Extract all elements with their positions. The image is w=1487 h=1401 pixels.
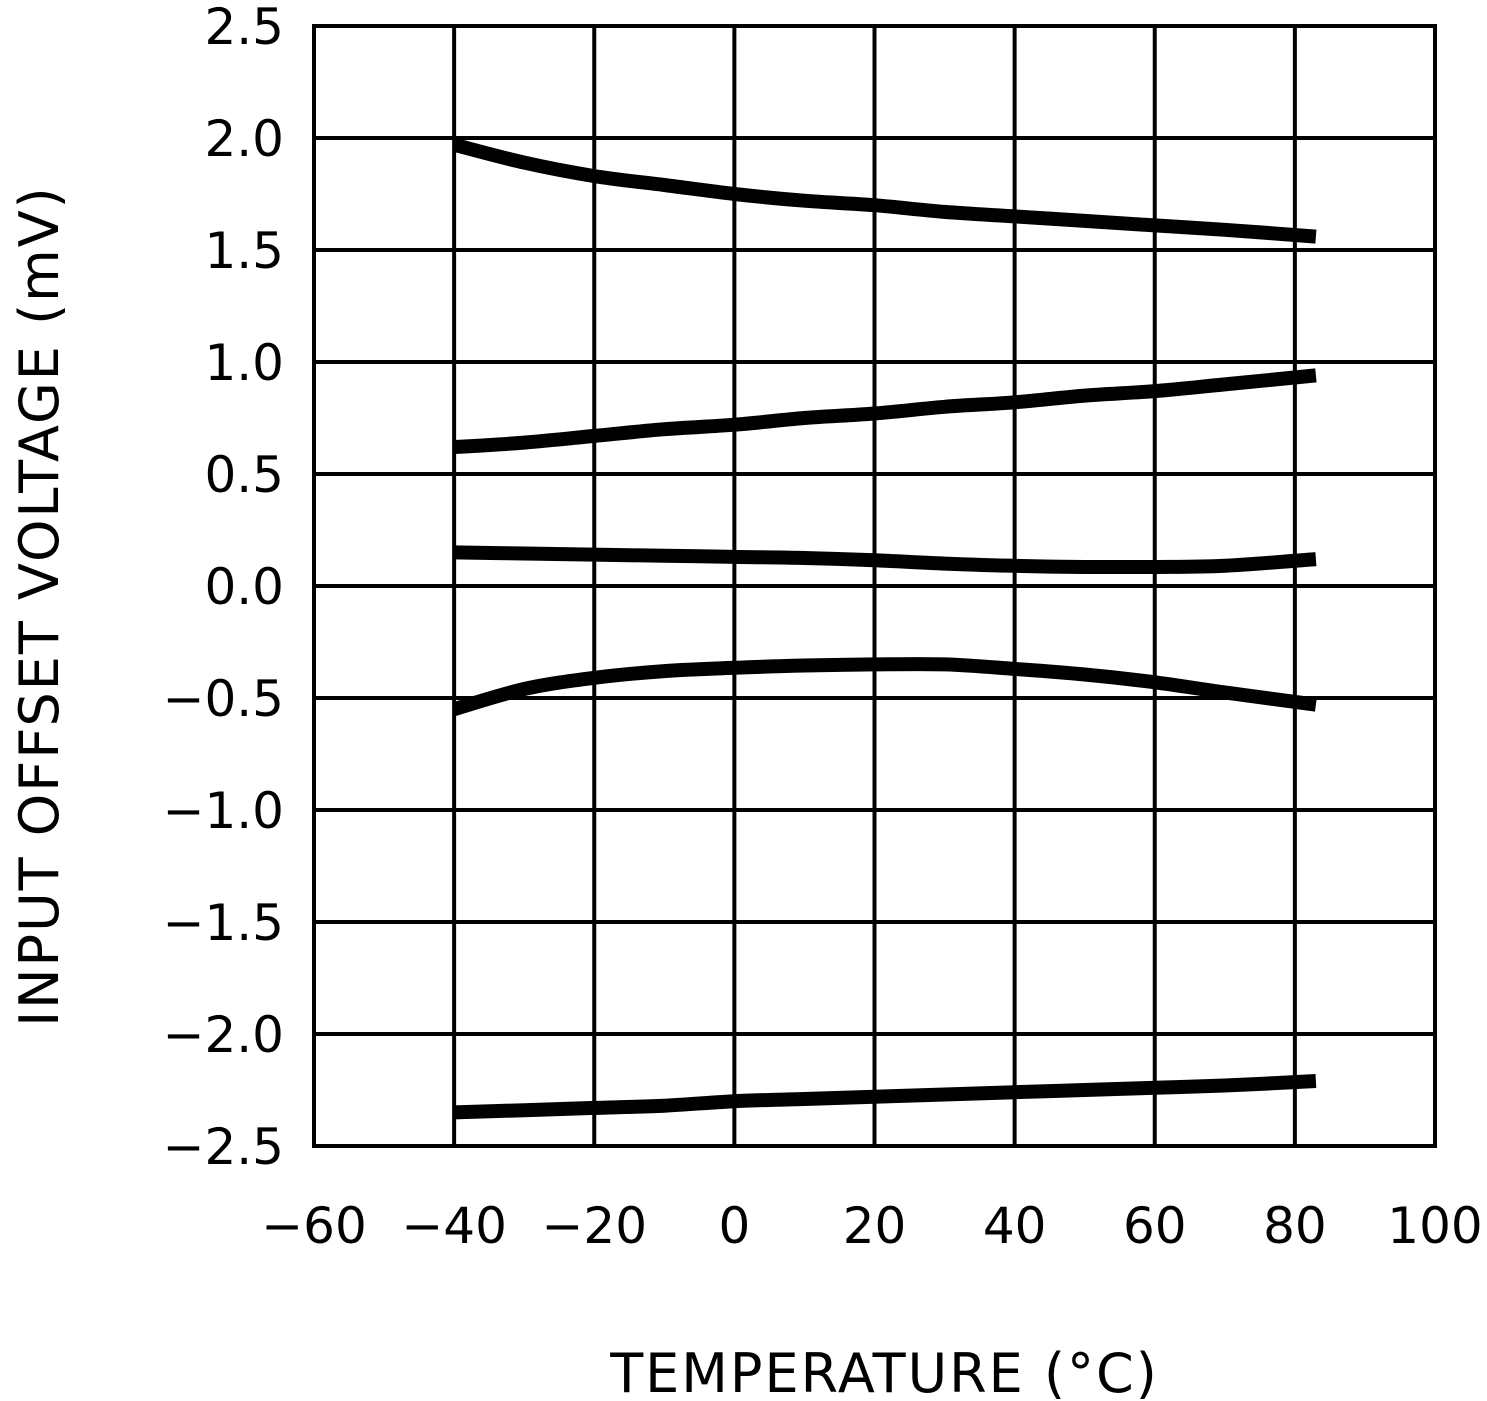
x-tick-label: 60 xyxy=(1123,1197,1187,1255)
series-line-2 xyxy=(453,368,1317,455)
y-tick-label: −2.0 xyxy=(163,1006,284,1064)
y-tick-label: −2.5 xyxy=(163,1118,284,1176)
series-lines xyxy=(452,137,1317,1120)
y-tick-label: 2.5 xyxy=(204,0,284,56)
y-tick-labels: 2.5 2.0 1.5 1.0 0.5 0.0 −0.5 −1.0 −1.5 −2.0 −2.5 xyxy=(163,0,284,1176)
x-axis-title: TEMPERATURE (°C) xyxy=(609,1342,1159,1401)
y-tick-label: 0.0 xyxy=(204,558,284,616)
y-tick-label: 0.5 xyxy=(204,446,284,504)
y-tick-label: −1.0 xyxy=(163,782,284,840)
x-tick-label: 0 xyxy=(718,1197,750,1255)
y-tick-label: −0.5 xyxy=(163,670,284,728)
series-line-5 xyxy=(453,1074,1317,1120)
y-tick-label: 2.0 xyxy=(204,110,284,168)
x-tick-labels: −60 −40 −20 0 20 40 60 80 100 xyxy=(261,1197,1482,1255)
y-tick-label: 1.5 xyxy=(204,222,284,280)
x-tick-label: −20 xyxy=(541,1197,647,1255)
x-tick-label: 100 xyxy=(1387,1197,1482,1255)
grid xyxy=(312,24,1437,1148)
plot-frame xyxy=(312,24,1437,1148)
x-tick-label: −60 xyxy=(261,1197,367,1255)
x-tick-label: 20 xyxy=(843,1197,907,1255)
y-tick-label: −1.5 xyxy=(163,894,284,952)
series-line-1 xyxy=(452,137,1317,244)
x-tick-label: −40 xyxy=(401,1197,507,1255)
x-tick-label: 40 xyxy=(983,1197,1047,1255)
y-tick-label: 1.0 xyxy=(204,334,284,392)
x-tick-label: 80 xyxy=(1263,1197,1327,1255)
series-line-4 xyxy=(452,657,1317,716)
series-line-3 xyxy=(453,545,1317,575)
y-axis-title: INPUT OFFSET VOLTAGE (mV) xyxy=(8,185,71,1027)
